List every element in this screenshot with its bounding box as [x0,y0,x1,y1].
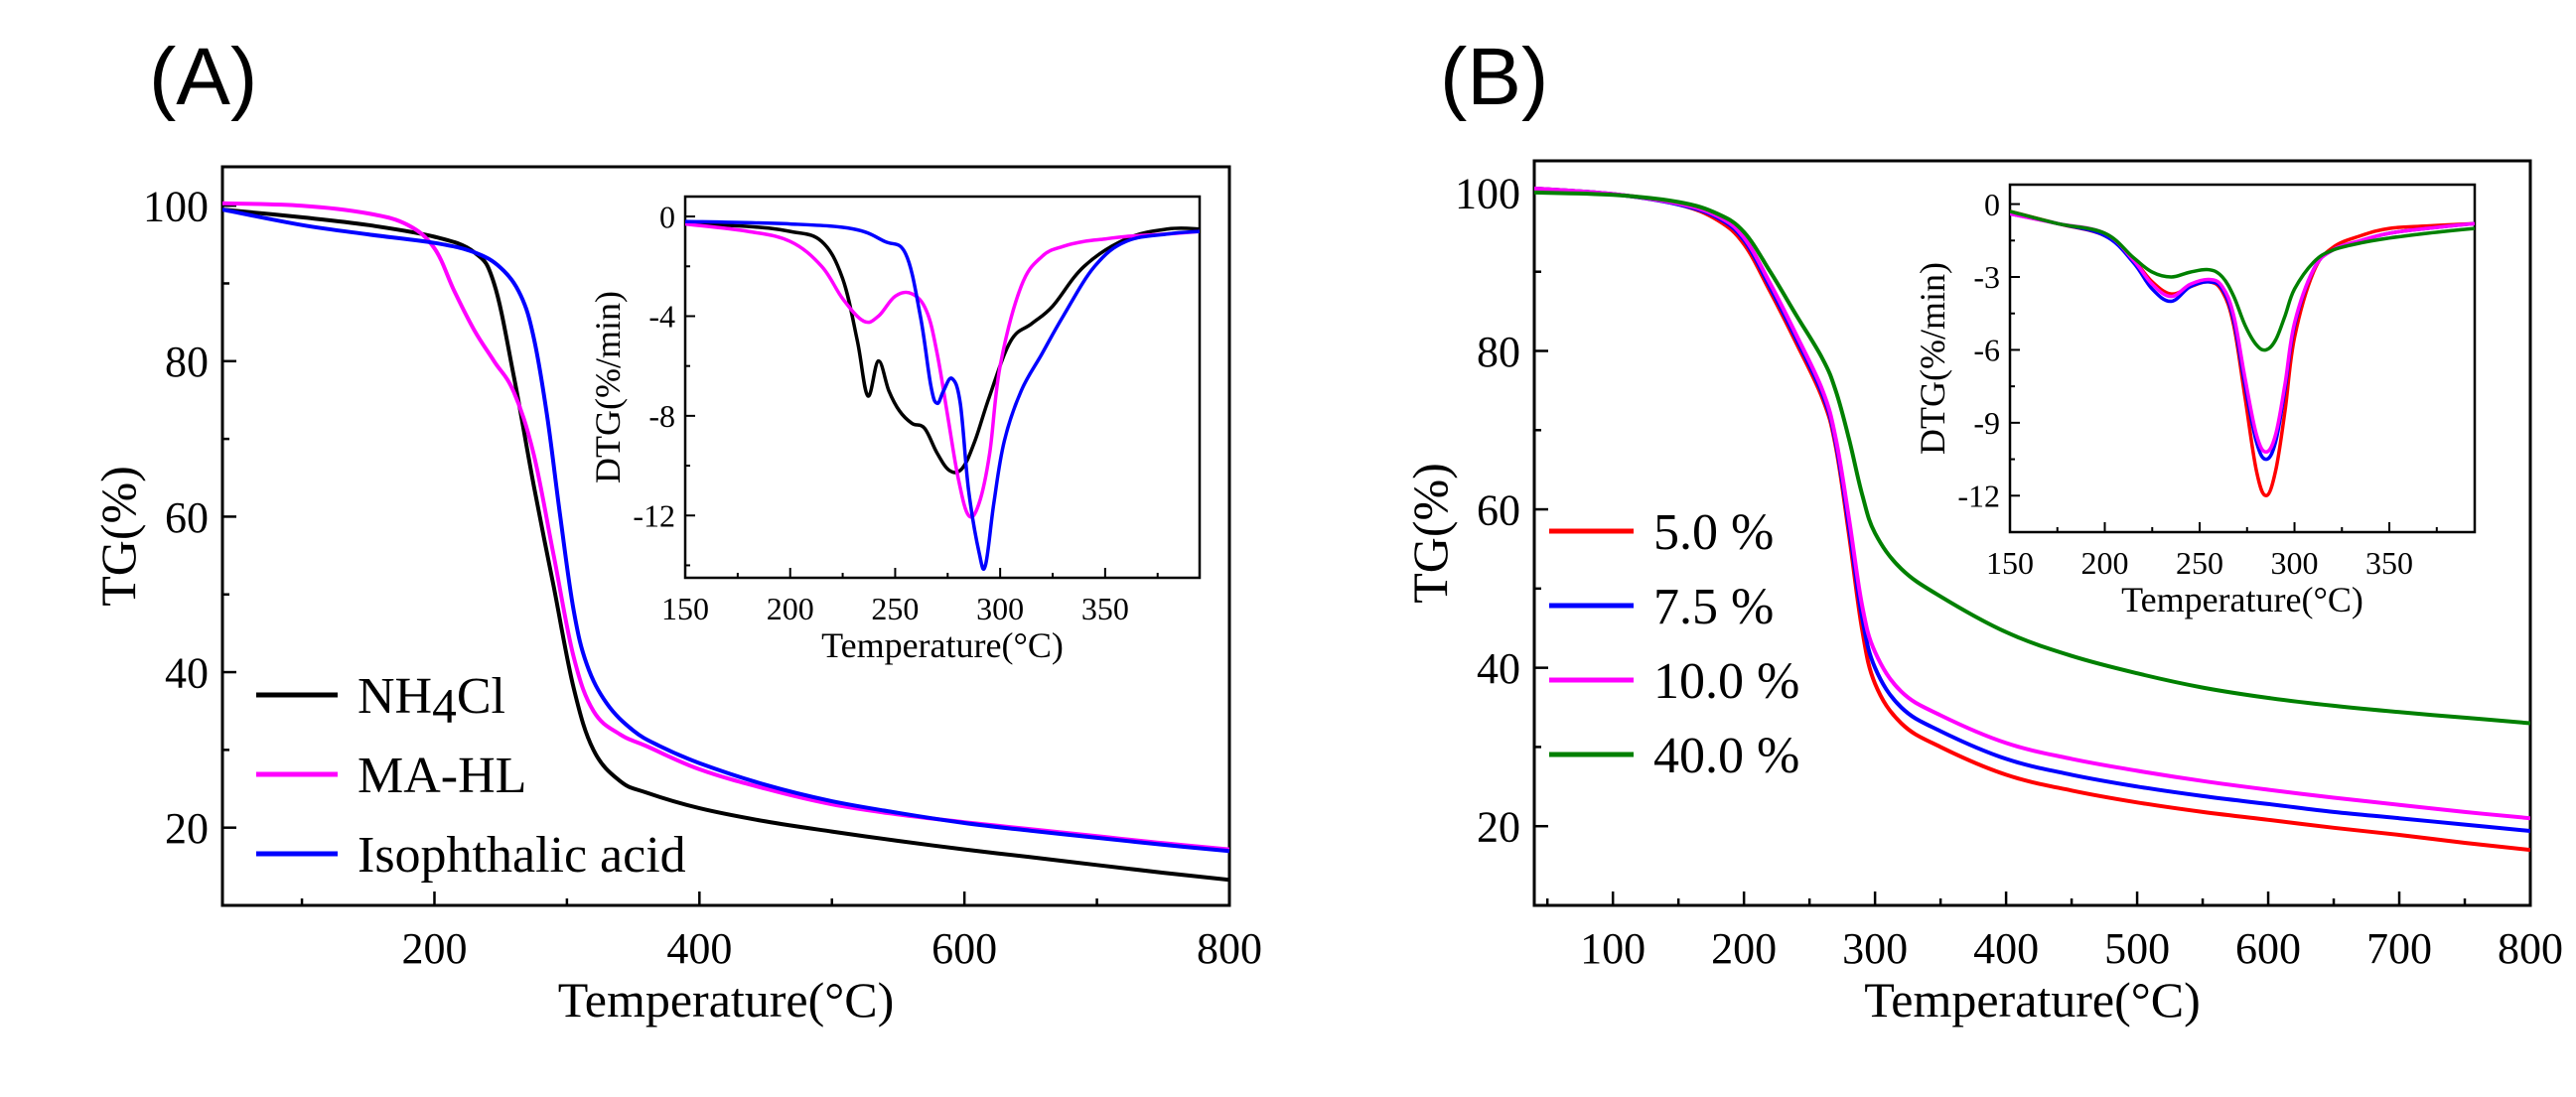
chart-a-inset-xtick-label: 350 [1081,591,1129,626]
panel-label-a: (A) [149,32,257,122]
chart-a-xtick-label: 800 [1197,924,1262,973]
panel-label-b: (B) [1440,32,1548,122]
chart-b-series-4 [1534,190,2530,726]
chart-a-inset-xtick-label: 200 [767,591,814,626]
chart-b-inset-ylabel: DTG(%/min) [1913,262,1952,455]
chart-a-inset-ytick-label: 0 [659,199,675,234]
chart-b-inset-ytick-label: -9 [1973,405,2000,441]
chart-b-ytick-label: 60 [1477,485,1520,534]
chart-a-inset-ylabel: DTG(%/min) [588,291,628,483]
chart-a-ylabel: TG(%) [90,466,146,607]
chart-a-inset-ytick-label: -12 [633,497,675,533]
chart-a-series-3 [222,207,1229,854]
chart-b-xlabel: Temperature(°C) [1864,972,2201,1028]
chart-b-inset-series-4 [2010,209,2475,352]
chart-b-inset-xtick-label: 250 [2176,545,2223,581]
chart-b-ytick-label: 100 [1455,169,1520,217]
chart-a-xlabel: Temperature(°C) [558,972,895,1028]
chart-b-xtick-label: 100 [1580,924,1646,973]
chart-a-inset-xlabel: Temperature(°C) [821,625,1064,665]
chart-b-inset-xtick-label: 150 [1986,545,2034,581]
chart-a-inset-series-3 [685,219,1200,571]
chart-a-ytick-label: 100 [143,183,209,231]
chart-a-series-1 [222,207,1229,883]
chart-b-ytick-label: 80 [1477,328,1520,376]
chart-a-ytick-label: 60 [165,493,209,542]
chart-b-series-3 [1534,186,2530,821]
chart-b-inset-ytick-label: -6 [1973,333,2000,368]
chart-a-inset-ytick-label: -8 [648,398,675,434]
chart-b-xtick-label: 400 [1973,924,2039,973]
legend-b-label-3: 10.0 % [1653,653,1799,710]
chart-a-xtick-label: 400 [666,924,732,973]
legend-a-label-3: Isophthalic acid [358,827,686,884]
chart-b-xtick-label: 700 [2366,924,2432,973]
chart-a-xtick-label: 200 [401,924,467,973]
chart-a-inset-xtick-label: 300 [976,591,1024,626]
chart-a-ytick-label: 20 [165,804,209,853]
legend-a-label-2: MA-HL [358,748,526,804]
legend-a-label-1: NH4Cl [358,668,505,733]
chart-b-inset-ytick-label: -12 [1957,478,2000,513]
chart-b-inset-ytick-label: 0 [1984,187,2000,222]
chart-b-xtick-label: 600 [2235,924,2301,973]
chart-b-series-1 [1534,186,2530,853]
chart-b-ylabel: TG(%) [1402,463,1458,604]
chart-b-inset-xtick-label: 350 [2365,545,2413,581]
chart-a-ytick-label: 80 [165,338,209,386]
legend-b-label-1: 5.0 % [1653,504,1774,561]
legend-b-label-2: 7.5 % [1653,579,1774,635]
chart-b-xtick-label: 300 [1842,924,1908,973]
chart-a-inset-series-1 [685,221,1200,475]
chart-a-inset-series-2 [685,221,1200,519]
legend-b-label-4: 40.0 % [1653,728,1799,784]
chart-a-inset-xtick-label: 150 [661,591,709,626]
chart-b-inset-plot: 150 200 250 300 350 0 -3 -6 -9 -12 Temperature(°C)… [1913,183,2477,619]
chart-b-xtick-label: 200 [1711,924,1777,973]
chart-b-xtick-label: 800 [2498,924,2563,973]
chart-a-ytick-label: 40 [165,648,209,697]
chart-a-inset-ytick-label: -4 [648,299,675,335]
chart-b-inset-xlabel: Temperature(°C) [2121,580,2363,619]
chart-b-ytick-label: 20 [1477,803,1520,852]
chart-b-ytick-label: 40 [1477,644,1520,693]
chart-b-inset-xtick-label: 200 [2081,545,2129,581]
chart-a-inset-xtick-label: 250 [871,591,919,626]
chart-b-inset-ytick-label: -3 [1973,259,2000,295]
chart-a-inset-plot: 150 200 250 300 350 0 -4 -8 -12 Temperature(°C) DT… [588,195,1202,665]
chart-a-xtick-label: 600 [931,924,997,973]
chart-b-xtick-label: 500 [2104,924,2170,973]
chart-b-inset-xtick-label: 300 [2271,545,2319,581]
